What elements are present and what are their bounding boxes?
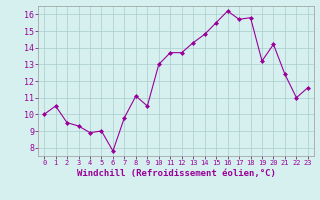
X-axis label: Windchill (Refroidissement éolien,°C): Windchill (Refroidissement éolien,°C)	[76, 169, 276, 178]
